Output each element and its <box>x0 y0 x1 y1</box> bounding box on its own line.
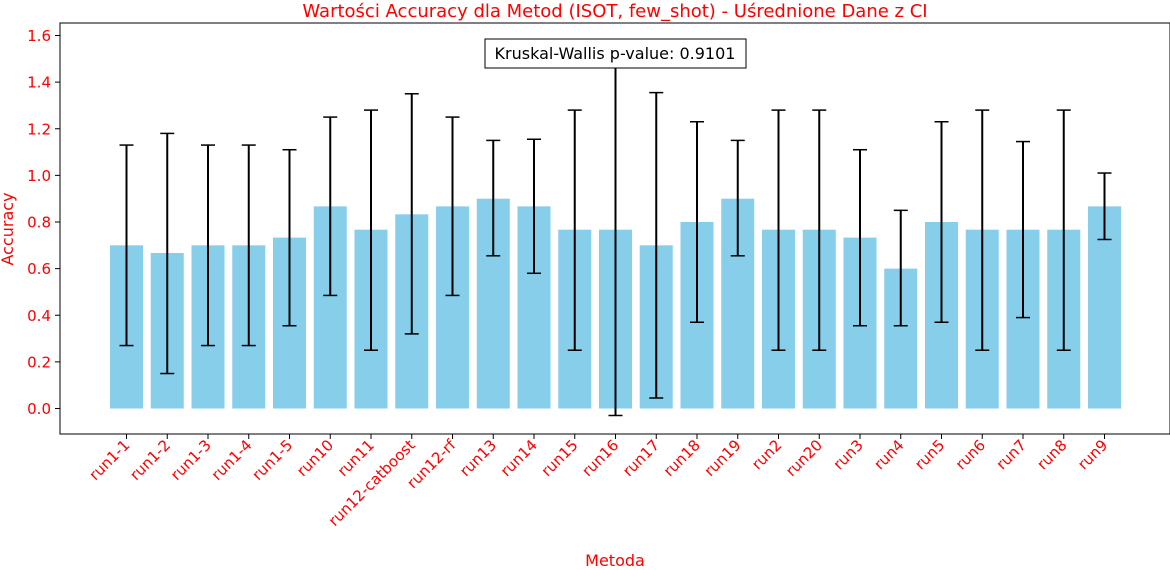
y-axis: 0.0 0.2 0.4 0.6 0.8 1.0 1.2 1.4 1.6 <box>27 27 60 418</box>
x-tick-label-run16: run16 <box>578 436 622 480</box>
x-tick-label-run1-3: run1-3 <box>167 436 215 484</box>
y-tick-label-1.6: 1.6 <box>27 27 51 45</box>
errorbar-run14 <box>527 138 541 275</box>
annotation-box: Kruskal-Wallis p-value: 0.9101 <box>484 38 747 69</box>
errorbar-run17 <box>649 91 664 399</box>
x-tick-label-run17: run17 <box>619 436 663 480</box>
x-axis: run1-1run1-2run1-3run1-4run1-5run10run11… <box>85 434 1111 530</box>
y-tick-label-1.4: 1.4 <box>27 74 51 92</box>
x-tick-label-run6: run6 <box>952 436 989 473</box>
errorbar-run12-rf <box>445 116 460 297</box>
y-tick-label-1.2: 1.2 <box>27 120 51 138</box>
y-tick-label-0.6: 0.6 <box>27 260 51 278</box>
errorbar-run6 <box>975 109 990 351</box>
errorbar-run13 <box>486 139 501 257</box>
errorbar-run15 <box>567 109 582 351</box>
x-tick-label-run3: run3 <box>830 436 867 473</box>
x-tick-label-run1-2: run1-2 <box>126 436 174 484</box>
errorbars-group <box>119 41 1112 417</box>
x-tick-label-run1-5: run1-5 <box>248 436 296 484</box>
errorbar-run19 <box>730 139 745 257</box>
x-tick-label-run5: run5 <box>911 436 948 473</box>
errorbar-run2 <box>771 109 786 351</box>
errorbar-run11 <box>364 109 378 351</box>
y-tick-label-0.0: 0.0 <box>27 400 51 418</box>
y-tick-label-0.2: 0.2 <box>27 353 51 371</box>
errorbar-run1-4 <box>241 144 256 347</box>
x-tick-label-run2: run2 <box>748 436 785 473</box>
x-tick-label-run14: run14 <box>497 436 541 480</box>
x-tick-label-run15: run15 <box>538 436 582 480</box>
errorbar-run3 <box>853 148 867 327</box>
x-axis-label: Metoda <box>585 551 645 570</box>
x-tick-label-run19: run19 <box>701 436 745 480</box>
errorbar-run1-5 <box>282 148 297 327</box>
chart-title: Wartości Accuracy dla Metod (ISOT, few_s… <box>302 1 927 22</box>
x-tick-label-run9: run9 <box>1074 436 1111 473</box>
y-axis-label: Accuracy <box>0 192 17 265</box>
errorbar-run1-2 <box>160 132 175 375</box>
errorbar-run8 <box>1056 109 1071 351</box>
y-tick-label-1.0: 1.0 <box>27 167 51 185</box>
errorbar-run7 <box>1016 140 1030 319</box>
errorbar-run12-catboost <box>404 93 419 335</box>
x-tick-label-run7: run7 <box>993 436 1030 473</box>
x-tick-label-run20: run20 <box>782 436 826 480</box>
errorbar-run1-3 <box>201 144 215 347</box>
x-tick-label-run1-4: run1-4 <box>208 436 256 484</box>
x-tick-label-run18: run18 <box>660 436 704 480</box>
x-tick-label-run8: run8 <box>1033 436 1070 473</box>
errorbar-run10 <box>323 116 338 297</box>
x-tick-label-run1-1: run1-1 <box>85 436 133 484</box>
x-tick-label-run13: run13 <box>456 436 500 480</box>
y-tick-label-0.8: 0.8 <box>27 214 51 232</box>
y-tick-label-0.4: 0.4 <box>27 307 51 325</box>
annotation-text: Kruskal-Wallis p-value: 0.9101 <box>495 44 736 63</box>
errorbar-run1-1 <box>119 144 134 347</box>
errorbar-run4 <box>893 209 908 327</box>
errorbar-run9 <box>1097 172 1112 241</box>
x-tick-label-run4: run4 <box>870 436 907 473</box>
x-tick-label-run10: run10 <box>293 436 337 480</box>
errorbar-run20 <box>812 109 827 351</box>
plot-frame <box>59 22 1170 435</box>
errorbar-run18 <box>690 121 704 323</box>
errorbar-run5 <box>934 121 949 323</box>
